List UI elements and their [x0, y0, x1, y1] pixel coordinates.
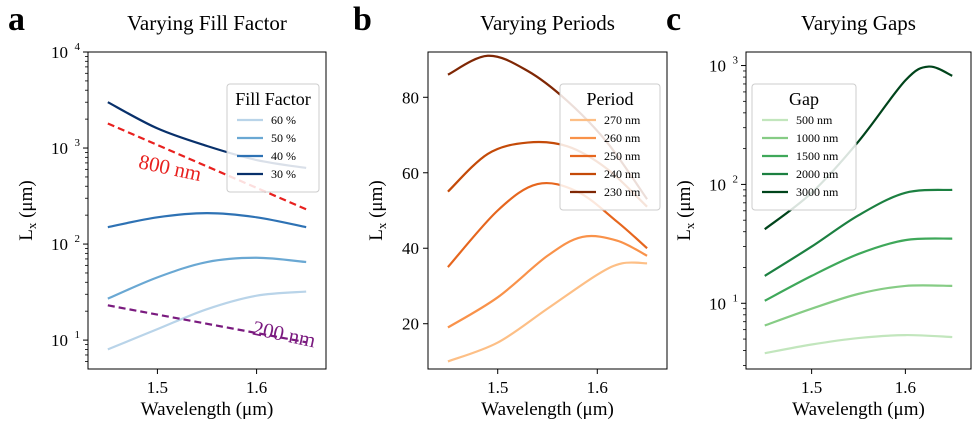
x-tick-label: 1.6: [246, 378, 267, 397]
y-tick-exponent: 3: [75, 137, 81, 149]
y-tick-label: 10: [51, 43, 68, 62]
legend-box: [226, 83, 320, 193]
y-axis-label: Lx (μm): [16, 180, 39, 240]
legend-entry: 500 nm: [796, 113, 833, 127]
x-axis-label: Wavelength (μm): [792, 399, 925, 420]
y-tick-label: 10: [51, 331, 68, 350]
panel-a: a Varying Fill Factor 800 nm 200 nm 1.5 1.6 10…: [8, 1, 327, 420]
y-axis-label: Lx (μm): [674, 180, 697, 240]
y-tick-exponent: 1: [733, 292, 739, 304]
legend-box: [559, 83, 661, 211]
legend-entry: 1500 nm: [796, 149, 839, 163]
y-axis-label: Lx (μm): [366, 180, 389, 240]
y-tick-label: 60: [402, 164, 419, 183]
x-axis-label: Wavelength (μm): [141, 399, 274, 420]
y-tick-exponent: 1: [75, 329, 81, 341]
legend-entry: 250 nm: [604, 149, 641, 163]
legend-title: Period: [587, 89, 634, 109]
panel-b: b Varying Periods 1.5 1.6 20 40 60 80 Wavelength…: [353, 1, 668, 420]
axes-frame: [87, 51, 327, 370]
series-line-1: [764, 333, 953, 355]
legend-entry: 30 %: [271, 167, 296, 181]
reference-line-label: 200 nm: [251, 316, 318, 353]
y-tick-exponent: 3: [733, 55, 739, 67]
series-line-3: [447, 181, 648, 268]
series-line-1: [107, 290, 307, 351]
y-tick-label: 80: [402, 88, 419, 107]
x-axis-label: Wavelength (μm): [481, 399, 614, 420]
legend: Period 270 nm 260 nm 250 nm 240 nm 230 nm: [559, 83, 661, 211]
y-tick-label: 10: [51, 139, 68, 158]
y-tick-label: 10: [51, 235, 68, 254]
reference-line-1: [107, 122, 307, 211]
chart-title: Varying Periods: [480, 11, 615, 35]
panel-letter: a: [8, 1, 25, 38]
chart-title: Varying Fill Factor: [127, 11, 287, 35]
y-tick-label: 10: [709, 175, 726, 194]
legend-entry: 230 nm: [604, 185, 641, 199]
legend-entry: 270 nm: [604, 113, 641, 127]
legend-entry: 240 nm: [604, 167, 641, 181]
y-tick-label: 20: [402, 315, 419, 334]
x-tick-label: 1.5: [801, 378, 822, 397]
chart-title: Varying Gaps: [801, 11, 916, 35]
legend-entry: 50 %: [271, 131, 296, 145]
legend-entry: 2000 nm: [796, 167, 839, 181]
reference-line-label: 800 nm: [137, 149, 204, 186]
panel-letter: b: [353, 1, 372, 38]
legend: Gap 500 nm 1000 nm 1500 nm 2000 nm 3000 nm: [751, 83, 857, 211]
x-tick-label: 1.6: [895, 378, 916, 397]
legend-title: Fill Factor: [235, 89, 311, 109]
y-tick-label: 10: [709, 294, 726, 313]
series-line-1: [447, 261, 648, 363]
legend-entry: 3000 nm: [796, 185, 839, 199]
series-line-2: [764, 284, 953, 327]
legend-entry: 1000 nm: [796, 131, 839, 145]
y-tick-label: 10: [709, 57, 726, 76]
panel-c: c Varying Gaps 1.5 1.6 10 1 10 2 10 3 Wavelength (…: [666, 1, 972, 420]
x-tick-label: 1.5: [147, 378, 168, 397]
series-line-3: [764, 237, 953, 302]
legend-entry: 260 nm: [604, 131, 641, 145]
series-line-4: [764, 188, 953, 277]
series-line-3: [107, 212, 307, 229]
legend: Fill Factor 60 % 50 % 40 % 30 %: [226, 83, 320, 193]
legend-box: [751, 83, 857, 211]
panel-letter: c: [666, 1, 681, 38]
legend-entry: 60 %: [271, 113, 296, 127]
y-tick-exponent: 2: [75, 233, 81, 245]
series-line-2: [447, 234, 648, 329]
series-group: [107, 101, 307, 351]
reference-line-2: [107, 304, 307, 344]
x-tick-label: 1.5: [487, 378, 508, 397]
legend-title: Gap: [789, 89, 819, 109]
y-tick-label: 40: [402, 239, 419, 258]
y-tick-exponent: 2: [733, 173, 739, 185]
y-tick-exponent: 4: [75, 41, 81, 53]
series-line-2: [107, 256, 307, 300]
axes-frame: [427, 51, 668, 370]
x-tick-label: 1.6: [587, 378, 608, 397]
legend-entry: 40 %: [271, 149, 296, 163]
